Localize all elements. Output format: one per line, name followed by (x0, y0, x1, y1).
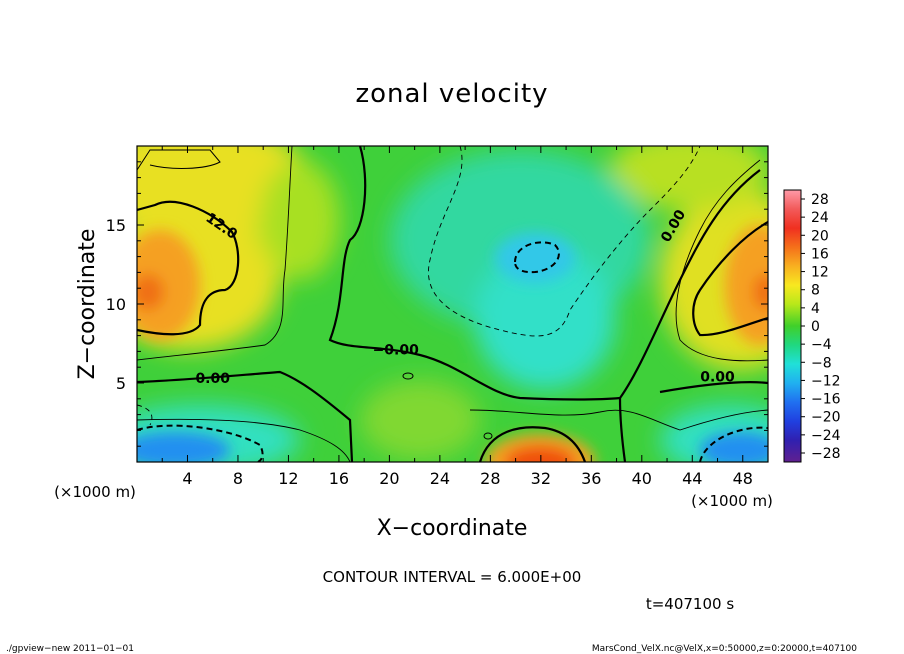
colorbar-label: −4 (811, 337, 832, 353)
x-tick-label: 48 (733, 469, 753, 488)
contour-interval-text: CONTOUR INTERVAL = 6.000E+00 (323, 568, 582, 586)
x-tick-label: 20 (379, 469, 399, 488)
y-tick-label: 5 (116, 374, 126, 393)
colorbar-label: 16 (811, 246, 829, 262)
colorbar-label: −8 (811, 355, 832, 371)
chart-title: zonal velocity (355, 79, 548, 109)
y-tick-label: 10 (106, 295, 126, 314)
y-tick-label: 15 (106, 216, 126, 235)
colorbar-label: 12 (811, 265, 829, 281)
colorbar: 28 24 20 16 12 8 4 0 −4 −8 −12 −16 −20 −24 −28 (783, 189, 841, 463)
colorbar-label: 4 (811, 301, 820, 317)
x-tick-label: 36 (581, 469, 601, 488)
x-tick-label: 16 (329, 469, 349, 488)
colorbar-label: 24 (811, 210, 829, 226)
colorbar-label: −28 (811, 446, 841, 462)
colorbar-label: 20 (811, 228, 829, 244)
x-tick-label: 4 (182, 469, 192, 488)
x-tick-label: 24 (430, 469, 450, 488)
colorbar-labels: 28 24 20 16 12 8 4 0 −4 −8 −12 −16 −20 −24 −28 (801, 192, 841, 462)
colorbar-label: −24 (811, 428, 841, 444)
x-tick-label: 8 (233, 469, 243, 488)
x-tick-label: 44 (682, 469, 702, 488)
plot-area (137, 146, 768, 462)
contour-label: 0.00 (195, 371, 230, 387)
x-tick-label: 40 (632, 469, 652, 488)
colorbar-label: 0 (811, 319, 820, 335)
colorbar-label: −16 (811, 392, 841, 408)
x-unit-left: (×1000 m) (54, 483, 136, 501)
time-text: t=407100 s (646, 595, 734, 613)
x-tick-label: 12 (278, 469, 298, 488)
y-axis-ticks: 5 10 15 (106, 161, 768, 447)
x-tick-label: 28 (480, 469, 500, 488)
x-unit-right: (×1000 m) (691, 492, 773, 510)
contour-label: 0.00 (700, 369, 735, 385)
footer-left: ./gpview−new 2011−01−01 (6, 644, 134, 654)
colorbar-label: −12 (811, 373, 841, 389)
y-axis-label: Z−coordinate (75, 229, 100, 380)
contour-label: −0.00 (373, 343, 420, 359)
colorbar-label: 28 (811, 192, 829, 208)
colorbar-label: −20 (811, 410, 841, 426)
x-axis-ticks: 4 8 12 16 20 24 28 32 36 40 44 48 (161, 146, 753, 488)
footer-right: MarsCond_VelX.nc@VelX,x=0:50000,z=0:2000… (592, 644, 857, 654)
x-tick-label: 32 (531, 469, 551, 488)
x-axis-label: X−coordinate (377, 516, 528, 541)
colorbar-label: 8 (811, 283, 820, 299)
